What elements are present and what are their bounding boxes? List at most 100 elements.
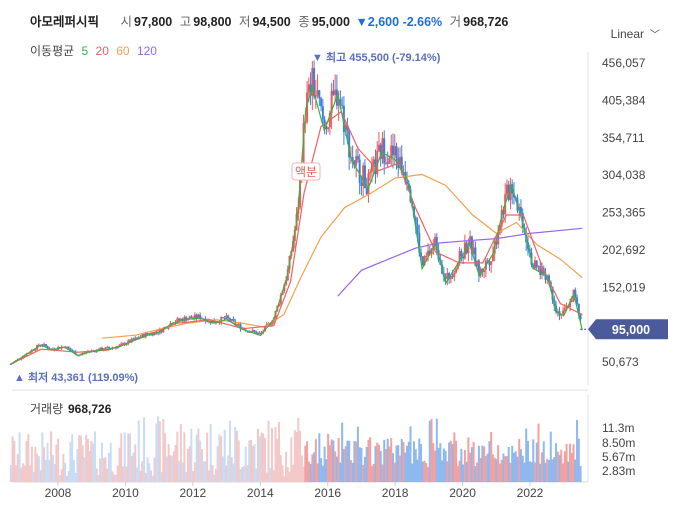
volume-bar bbox=[569, 443, 572, 482]
candle-body bbox=[362, 165, 365, 186]
candle-body bbox=[327, 127, 330, 130]
volume-tick-label: 2.83m bbox=[602, 464, 635, 478]
volume-bar bbox=[255, 468, 258, 482]
volume-bar bbox=[497, 445, 500, 482]
x-tick-label: 2010 bbox=[112, 486, 139, 500]
volume-bar bbox=[325, 459, 328, 482]
volume-bar bbox=[104, 457, 107, 482]
volume-bar bbox=[34, 446, 37, 482]
candle-body bbox=[420, 252, 423, 257]
volume-bar bbox=[521, 455, 524, 482]
volume-bar bbox=[425, 463, 428, 482]
volume-bar bbox=[472, 441, 475, 482]
volume-bar bbox=[130, 455, 133, 482]
volume-bar bbox=[421, 461, 424, 482]
volume-bar bbox=[13, 440, 16, 482]
volume-bar bbox=[283, 475, 286, 482]
candle-body bbox=[195, 314, 198, 319]
candle-body bbox=[390, 145, 393, 159]
volume-bar bbox=[369, 437, 372, 482]
ma-5-line bbox=[10, 84, 583, 366]
candle-body bbox=[146, 333, 149, 335]
volume-bar bbox=[299, 430, 302, 482]
volume-bar bbox=[64, 462, 67, 482]
candle-body bbox=[570, 300, 573, 303]
candle-body bbox=[456, 263, 459, 269]
candle-body bbox=[256, 333, 259, 335]
candle-body bbox=[383, 138, 386, 164]
volume-bar bbox=[449, 440, 452, 482]
volume-bar bbox=[248, 440, 251, 482]
volume-bar bbox=[574, 459, 577, 482]
volume-bar bbox=[434, 450, 437, 482]
volume-bar bbox=[242, 466, 245, 482]
volume-bar bbox=[72, 459, 75, 482]
volume-bar bbox=[507, 446, 510, 482]
volume-bar bbox=[553, 457, 556, 482]
volume-bar bbox=[288, 471, 291, 482]
ma-legend[interactable]: 이동평균 5 20 60 120 bbox=[30, 42, 157, 59]
candle-body bbox=[134, 337, 137, 340]
volume-bar bbox=[141, 461, 144, 482]
candle-body bbox=[318, 90, 321, 99]
volume-bar bbox=[20, 467, 23, 482]
y-tick-label: 202,692 bbox=[602, 243, 646, 257]
candle-body bbox=[309, 84, 312, 96]
quote-header: 아모레퍼시픽 시 97,800 고 98,800 저 94,500 종 95,000 ▼… bbox=[30, 11, 508, 30]
volume-bar bbox=[372, 463, 375, 482]
candle-body bbox=[393, 146, 396, 156]
volume-bar bbox=[223, 429, 226, 482]
candle-body bbox=[155, 331, 158, 333]
candle-body bbox=[434, 237, 437, 244]
volume-bar bbox=[114, 474, 117, 482]
volume-bar bbox=[402, 442, 405, 482]
volume-bar bbox=[444, 450, 447, 482]
volume-bar bbox=[178, 460, 181, 482]
volume-bar bbox=[37, 456, 40, 482]
candle-body bbox=[563, 308, 566, 311]
volume-bar bbox=[563, 451, 566, 482]
volume-bar bbox=[488, 441, 491, 482]
volume-bar bbox=[51, 454, 54, 482]
candle-body bbox=[214, 322, 217, 324]
volume-bar bbox=[204, 461, 207, 482]
volume-bar bbox=[185, 471, 188, 482]
volume-bar bbox=[58, 475, 61, 482]
ma-60-line bbox=[101, 173, 583, 339]
candle-body bbox=[388, 158, 391, 164]
volume-label: 거 bbox=[449, 15, 462, 29]
volume-bar bbox=[314, 439, 317, 482]
x-tick-label: 2022 bbox=[517, 486, 544, 500]
volume-bar bbox=[43, 447, 46, 482]
volume-bar bbox=[462, 464, 465, 482]
volume-bar bbox=[351, 462, 354, 482]
volume-bar bbox=[505, 456, 508, 482]
volume-bar bbox=[411, 463, 414, 482]
volume-bar bbox=[439, 443, 442, 482]
candle-body bbox=[556, 311, 559, 313]
candle-body bbox=[307, 84, 310, 93]
volume-bar bbox=[99, 458, 102, 482]
volume-bar bbox=[490, 432, 493, 482]
volume-bar bbox=[337, 438, 340, 482]
scale-dropdown[interactable]: Linear ﹀ bbox=[611, 26, 660, 41]
volume-bar bbox=[548, 460, 551, 482]
volume-bar bbox=[435, 418, 438, 482]
volume-bar bbox=[190, 428, 193, 482]
volume-bar bbox=[504, 456, 507, 482]
split-marker-label: 액분 bbox=[295, 165, 317, 179]
candle-body bbox=[216, 322, 219, 324]
candle-body bbox=[458, 251, 461, 264]
volume-bar bbox=[158, 421, 161, 482]
candle-body bbox=[414, 217, 417, 225]
volume-bar bbox=[162, 419, 165, 482]
ma-60-label: 60 bbox=[116, 44, 130, 58]
volume-bar bbox=[276, 438, 279, 482]
volume-bar bbox=[53, 464, 56, 482]
volume-bar bbox=[132, 452, 135, 482]
volume-bar bbox=[15, 465, 18, 482]
candle-body bbox=[505, 184, 508, 195]
candle-body bbox=[129, 340, 132, 343]
volume-bar bbox=[400, 438, 403, 482]
